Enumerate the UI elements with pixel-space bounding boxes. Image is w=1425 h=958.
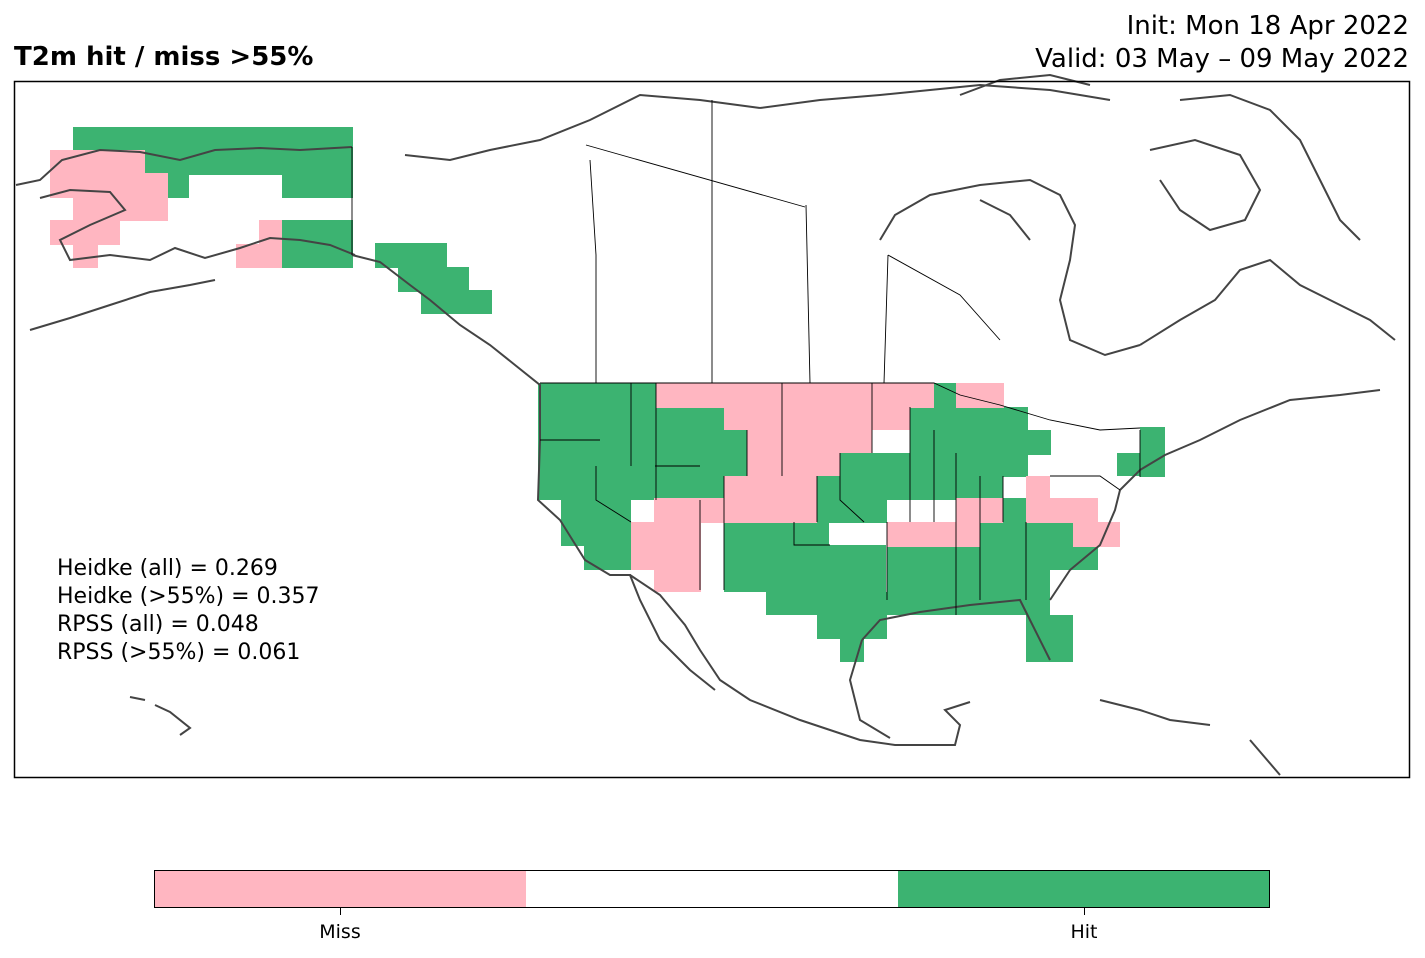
grid-cell — [282, 220, 353, 268]
colorbar-tick-miss — [340, 908, 341, 915]
alaska-coast — [15, 146, 356, 331]
grid-cell — [584, 545, 632, 570]
mexico-coast — [629, 574, 971, 746]
coastlines — [15, 73, 1396, 776]
grid-cell — [887, 545, 1050, 615]
grid-cell — [73, 196, 168, 221]
valid-date: Valid: 03 May – 09 May 2022 — [1035, 44, 1409, 74]
grid-cell — [143, 150, 353, 175]
grid-cell — [73, 244, 98, 268]
map-title: T2m hit / miss >55% — [14, 42, 314, 72]
grid-cell — [50, 220, 120, 245]
grid-cell — [817, 476, 887, 523]
grid-cell — [73, 127, 353, 152]
grid-cell — [747, 430, 782, 477]
grid-cell — [166, 173, 189, 198]
rpss-55: RPSS (>55%) = 0.061 — [57, 640, 301, 665]
grid-cell — [631, 522, 701, 570]
state-borders-east — [793, 407, 1141, 615]
map-frame — [13, 80, 1411, 779]
colorbar-label-miss: Miss — [319, 921, 361, 943]
grid-cell — [236, 244, 284, 268]
caribbean — [1099, 699, 1281, 776]
heidke-all: Heidke (all) = 0.269 — [57, 556, 278, 581]
grid-cell — [933, 383, 956, 408]
grid-cell — [794, 522, 829, 547]
grid-cell — [73, 173, 168, 198]
grid-cell — [724, 476, 817, 523]
grid-cell — [1003, 498, 1028, 523]
hudson-bay — [879, 178, 1141, 357]
east-coast — [1049, 389, 1381, 601]
grid-cell — [1140, 427, 1165, 477]
skill-scores: Heidke (all) = 0.269 Heidke (>55%) = 0.3… — [57, 555, 320, 667]
colorbar — [154, 870, 1270, 908]
grid-cell — [1050, 498, 1098, 523]
grid-cell — [654, 568, 701, 592]
colorbar-hit — [897, 871, 1269, 907]
grid-cell — [561, 498, 631, 546]
grid-cell — [1117, 453, 1142, 476]
date-info: Init: Mon 18 Apr 2022 Valid: 03 May – 09… — [1035, 10, 1409, 76]
colorbar-miss — [155, 871, 527, 907]
colorbar-label-hit: Hit — [1070, 921, 1098, 943]
init-date: Init: Mon 18 Apr 2022 — [1126, 11, 1409, 41]
grid-cell — [724, 407, 910, 430]
arctic-islands — [959, 73, 1361, 241]
grid-cell — [654, 498, 724, 523]
us-canada-border — [351, 147, 1141, 431]
nw-coast — [351, 254, 716, 691]
grid-cell — [699, 430, 747, 477]
grid-cell — [782, 453, 840, 476]
grid-cell — [1026, 476, 1050, 523]
state-borders-west — [540, 383, 873, 590]
arctic-coast — [404, 83, 1111, 162]
grid-cell — [782, 430, 872, 453]
grid-cell — [840, 615, 864, 662]
grid-cell — [887, 522, 980, 547]
grid-cell — [282, 173, 353, 198]
grid-cell — [656, 383, 934, 408]
heidke-55: Heidke (>55%) = 0.357 — [57, 584, 320, 609]
grid-cell — [1026, 615, 1073, 662]
colorbar-tick-hit — [1084, 908, 1085, 915]
hawaii — [129, 696, 192, 736]
grid-cell — [956, 498, 1003, 523]
colorbar-neutral — [526, 871, 898, 907]
grid-cell — [398, 267, 469, 292]
borders — [351, 100, 1141, 615]
grid-cells — [50, 127, 1165, 662]
labrador-coast — [1139, 258, 1396, 346]
rpss-all: RPSS (all) = 0.048 — [57, 612, 259, 637]
province-borders — [585, 100, 1001, 384]
grid-cell — [1073, 522, 1120, 547]
gulf-coast — [861, 598, 1051, 661]
grid-cell — [50, 150, 145, 175]
grid-cell — [1003, 430, 1051, 455]
grid-cell — [375, 243, 447, 268]
